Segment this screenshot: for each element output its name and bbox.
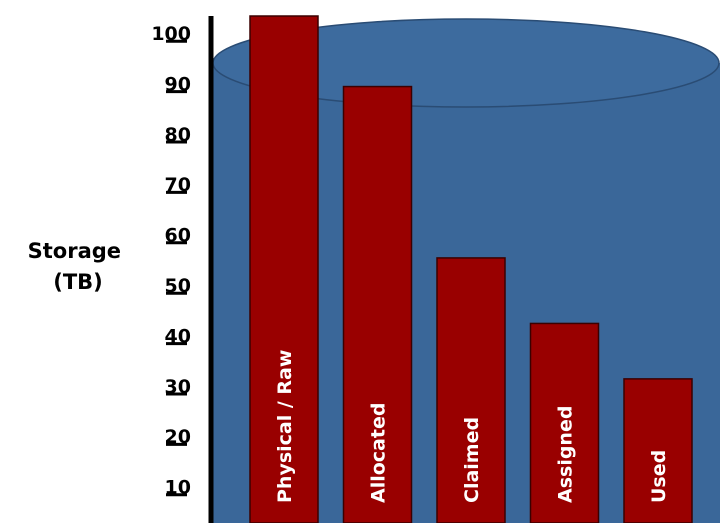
category-label: Allocated bbox=[368, 403, 390, 503]
bar-claimed bbox=[436, 257, 506, 523]
y-tick-label: 80 bbox=[165, 124, 191, 146]
y-tick-label: 60 bbox=[165, 225, 191, 247]
bar-allocated bbox=[342, 85, 413, 523]
y-tick-label: 50 bbox=[165, 275, 191, 297]
y-tick-label: 90 bbox=[165, 73, 191, 95]
bars: Physical / Raw Allocated Claimed Assigned Us… bbox=[249, 15, 693, 523]
y-tick-label: 20 bbox=[165, 426, 191, 448]
y-axis-label-line-2: (TB) bbox=[53, 270, 103, 294]
bar-physical-raw bbox=[249, 15, 319, 523]
category-label: Claimed bbox=[461, 417, 483, 503]
category-label: Physical / Raw bbox=[274, 350, 296, 503]
y-tick-label: 40 bbox=[165, 325, 191, 347]
category-label: Used bbox=[648, 450, 670, 503]
y-tick-label: 70 bbox=[165, 174, 191, 196]
y-axis-ticks: 10 20 30 40 50 60 70 80 90 100 bbox=[151, 23, 191, 499]
y-axis-label: Storage (TB) bbox=[28, 239, 129, 294]
bar-assigned bbox=[529, 322, 600, 523]
bar-used bbox=[623, 378, 693, 523]
y-axis-label-line-1: Storage bbox=[28, 239, 121, 263]
category-label: Assigned bbox=[555, 406, 577, 503]
y-tick-label: 10 bbox=[165, 477, 191, 499]
y-tick-label: 30 bbox=[165, 376, 191, 398]
y-tick-label: 100 bbox=[151, 23, 191, 45]
